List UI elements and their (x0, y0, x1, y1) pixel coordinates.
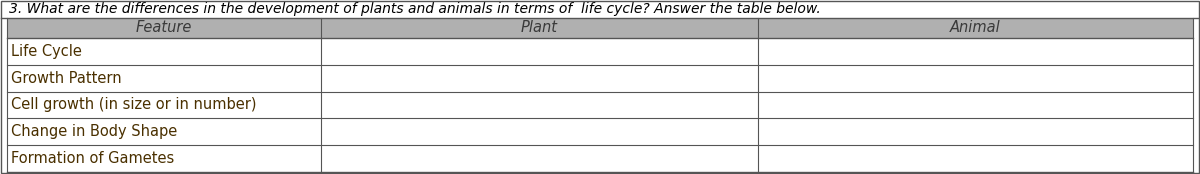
Bar (7, 145, 1193, 172)
Text: Cell growth (in size or in number): Cell growth (in size or in number) (11, 97, 257, 113)
Bar (7, 18, 1193, 38)
Text: Growth Pattern: Growth Pattern (11, 71, 121, 86)
Bar (7, 92, 1193, 118)
Text: Plant: Plant (521, 21, 558, 35)
Text: Change in Body Shape: Change in Body Shape (11, 124, 178, 139)
Text: 3. What are the differences in the development of plants and animals in terms of: 3. What are the differences in the devel… (10, 2, 821, 17)
Bar (7, 65, 1193, 92)
Text: Feature: Feature (136, 21, 192, 35)
Text: Formation of Gametes: Formation of Gametes (11, 151, 174, 166)
Text: Life Cycle: Life Cycle (11, 44, 82, 59)
Bar (7, 118, 1193, 145)
Text: Animal: Animal (950, 21, 1001, 35)
Bar (7, 38, 1193, 65)
